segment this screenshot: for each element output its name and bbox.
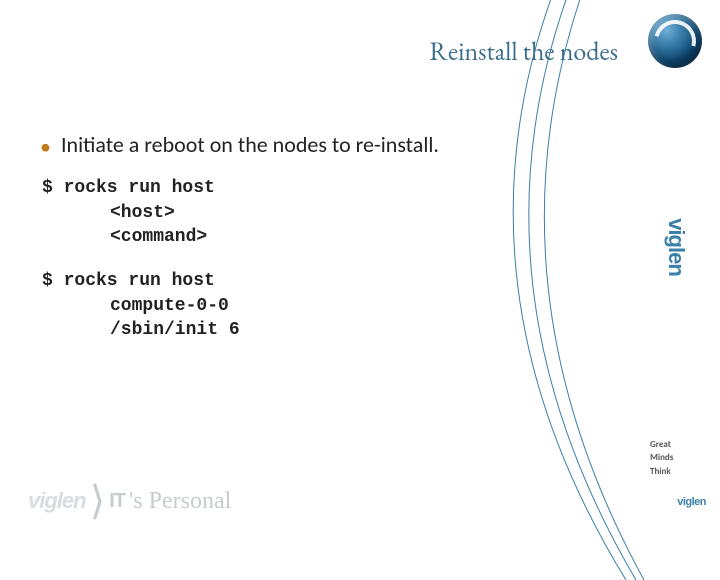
bullet-item: • Initiate a reboot on the nodes to re-i… xyxy=(40,132,600,158)
tagline-word: Great xyxy=(650,438,710,452)
content-area: • Initiate a reboot on the nodes to re-i… xyxy=(40,132,600,362)
code-block-syntax: $ rocks run host <host> <command> xyxy=(42,176,600,249)
code-line: <command> xyxy=(42,225,600,249)
code-line: $ rocks run host xyxy=(42,269,600,293)
code-line: $ rocks run host xyxy=(42,176,600,200)
footer-divider-icon: ⟩ xyxy=(88,487,108,515)
bullet-text: Initiate a reboot on the nodes to re-ins… xyxy=(61,132,439,158)
code-block-example: $ rocks run host compute-0-0 /sbin/init … xyxy=(42,269,600,342)
footer-it-text: IT xyxy=(109,490,125,513)
tagline-stack: Great Minds Think xyxy=(650,438,710,479)
tagline-word: Minds xyxy=(650,451,710,465)
logo-sphere xyxy=(648,14,702,68)
tiny-brand-mark: viglen xyxy=(677,496,706,508)
code-line: compute-0-0 xyxy=(42,294,600,318)
page-title: Reinstall the nodes xyxy=(0,34,630,68)
code-line: /sbin/init 6 xyxy=(42,318,600,342)
footer-wordmark: viglen xyxy=(28,488,86,514)
footer-brand-bar: viglen ⟩ IT 's Personal xyxy=(28,480,428,522)
tagline-word: Think xyxy=(650,465,710,479)
brand-wordmark: viglen xyxy=(663,218,689,276)
vertical-brand-block: viglen xyxy=(646,200,706,294)
bullet-dot-icon: • xyxy=(40,136,51,158)
code-line: <host> xyxy=(42,201,600,225)
footer-personal-text: 's Personal xyxy=(129,488,231,515)
